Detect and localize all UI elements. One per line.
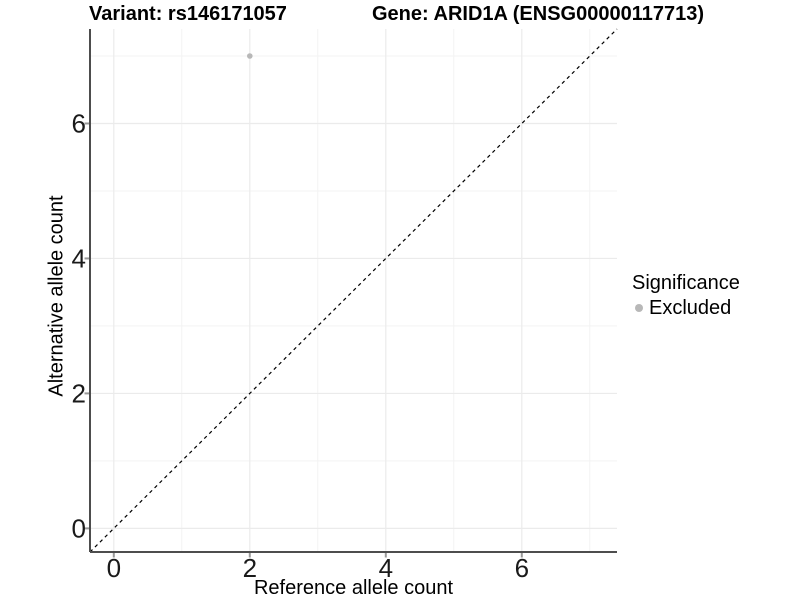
x-tick-label: 6: [515, 553, 529, 583]
plot-title-gene: Gene: ARID1A (ENSG00000117713): [372, 3, 705, 25]
y-tick-label: 2: [72, 378, 86, 408]
x-tick-label: 2: [243, 553, 257, 583]
legend: Significance Excluded: [632, 271, 740, 320]
y-tick-label: 6: [72, 108, 86, 138]
x-axis-title: Reference allele count: [253, 577, 453, 599]
y-tick-label: 0: [72, 513, 86, 543]
legend-item-excluded: Excluded: [632, 296, 740, 320]
y-tick-label: 4: [72, 243, 86, 273]
legend-title: Significance: [632, 272, 740, 294]
identity-line: [89, 28, 618, 553]
x-tick-label: 4: [379, 553, 393, 583]
legend-item-label: Excluded: [649, 297, 732, 319]
x-tick-label: 0: [107, 553, 121, 583]
plot-title-variant: Variant: rs146171057: [89, 3, 287, 25]
data-point: [247, 53, 253, 59]
excluded-point-icon: [635, 304, 643, 312]
y-axis-title: Alternative allele count: [45, 195, 68, 397]
